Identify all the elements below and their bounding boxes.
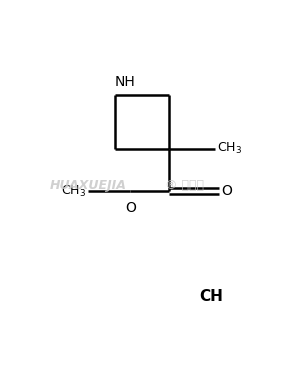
Text: O: O [125,201,136,215]
Text: NH: NH [115,75,136,89]
Text: CH$_3$: CH$_3$ [60,184,86,199]
Text: HUAXUEJIA: HUAXUEJIA [49,179,126,192]
Text: ® 化学加: ® 化学加 [165,179,204,192]
Text: CH$_3$: CH$_3$ [218,141,243,156]
Text: CH: CH [199,289,223,304]
Text: O: O [221,184,232,198]
